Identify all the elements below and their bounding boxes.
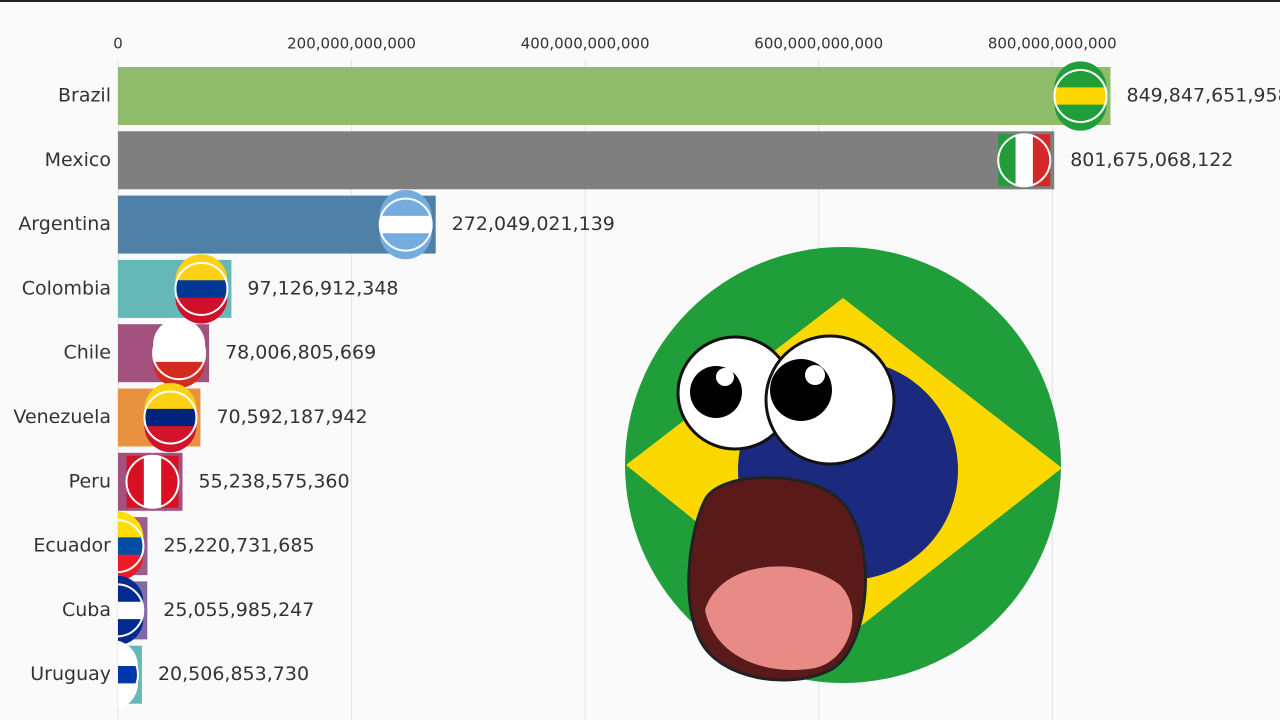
flag-stripe (1054, 61, 1107, 88)
value-label: 20,506,853,730 (158, 663, 309, 685)
x-tick-label: 400,000,000,000 (521, 35, 650, 53)
value-label: 801,675,068,122 (1070, 149, 1233, 171)
brazil-cartoon (625, 247, 1062, 683)
x-tick-label: 0 (113, 35, 123, 53)
y-tick-label: Mexico (45, 149, 111, 171)
x-tick-label: 800,000,000,000 (988, 35, 1117, 53)
y-tick-label: Uruguay (30, 663, 111, 685)
y-tick-label: Peru (69, 470, 111, 492)
flag-ring (118, 583, 145, 638)
value-label: 849,847,651,958 (1126, 85, 1280, 107)
flag-stripe (175, 254, 228, 281)
x-tick-label: 600,000,000,000 (754, 35, 883, 53)
flag-stripe (379, 233, 432, 260)
bars: Brazil 849,847,651,958 Mexico 801,675,068,1… (13, 61, 1280, 709)
flag-stripe (144, 426, 197, 453)
y-tick-label: Ecuador (33, 535, 111, 557)
y-tick-label: Colombia (22, 277, 111, 299)
flag-stripe (144, 382, 197, 409)
y-tick-label: Argentina (18, 213, 111, 235)
flag (118, 575, 145, 645)
bar (118, 131, 1055, 190)
value-label: 97,126,912,348 (247, 277, 398, 299)
value-label: 78,006,805,669 (225, 342, 376, 364)
flag-ring (118, 519, 145, 574)
flag (997, 133, 1052, 188)
flag (174, 254, 229, 324)
flag-ring (118, 648, 139, 702)
flag-ring (152, 326, 207, 381)
flag (143, 382, 198, 453)
flag-ring (174, 261, 229, 316)
flag (118, 640, 139, 709)
bar (118, 67, 1111, 125)
y-tick-label: Venezuela (13, 406, 111, 428)
flag-stripe (153, 361, 206, 388)
value-label: 272,049,021,139 (452, 213, 615, 235)
value-label: 55,238,575,360 (199, 470, 350, 492)
flag (125, 454, 180, 509)
flag-ring (1053, 69, 1108, 123)
y-tick-label: Cuba (62, 599, 111, 621)
value-label: 25,055,985,247 (163, 599, 314, 621)
flag-stripe (175, 297, 228, 324)
flag (152, 318, 207, 388)
flag-stripe (379, 189, 432, 216)
flag-ring (997, 133, 1052, 188)
flag (378, 189, 433, 260)
flag-ring (143, 390, 198, 445)
y-tick-label: Brazil (58, 85, 111, 107)
value-label: 70,592,187,942 (216, 406, 367, 428)
value-label: 25,220,731,685 (163, 535, 314, 557)
flag (118, 511, 145, 581)
flag (1053, 61, 1108, 131)
y-tick-label: Chile (63, 342, 111, 364)
flag-ring (125, 454, 180, 509)
x-tick-label: 200,000,000,000 (287, 35, 416, 53)
flag-stripe (1054, 104, 1107, 131)
flag-stripe (153, 318, 206, 345)
flag-ring (378, 197, 433, 252)
